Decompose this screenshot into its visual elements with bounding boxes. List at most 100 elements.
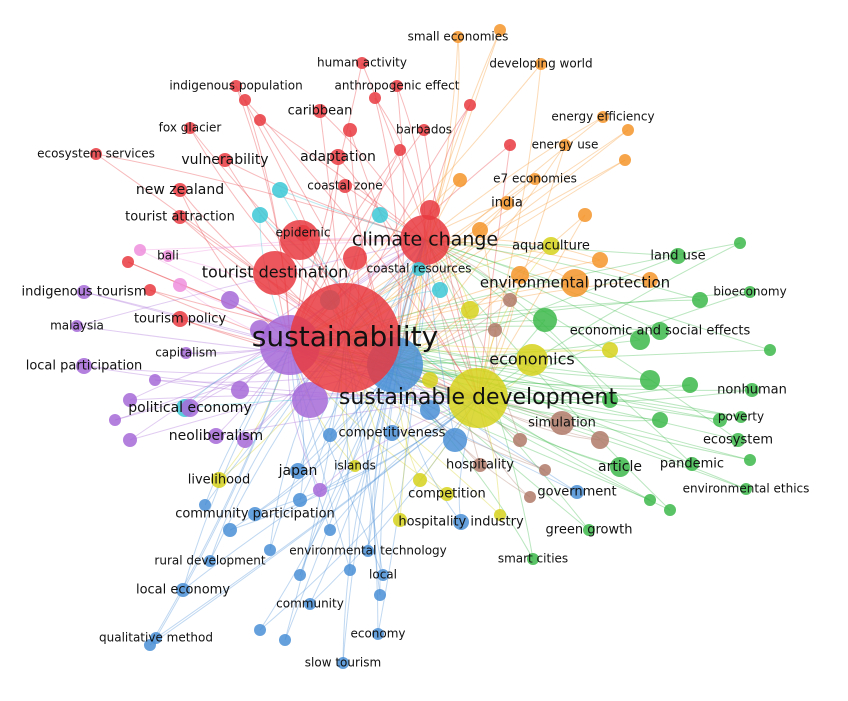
node	[90, 148, 102, 160]
node-label: tourist attraction	[125, 210, 235, 225]
node-label: land use	[650, 249, 705, 264]
node	[122, 256, 134, 268]
node	[324, 524, 336, 536]
node	[734, 237, 746, 249]
node	[472, 222, 488, 238]
node-label: india	[491, 196, 523, 211]
node-label: community participation	[175, 507, 335, 522]
node	[384, 425, 400, 441]
node	[640, 370, 660, 390]
node-label: energy efficiency	[551, 110, 654, 124]
node-label: neoliberalism	[169, 428, 263, 444]
node	[745, 383, 759, 397]
node-label: indigenous population	[169, 79, 302, 93]
link	[139, 239, 426, 251]
node-label: anthropogenic effect	[335, 79, 460, 93]
node	[670, 248, 686, 264]
link	[244, 99, 479, 399]
node	[237, 432, 253, 448]
node	[184, 122, 196, 134]
node-label: local participation	[26, 359, 143, 374]
link	[477, 242, 741, 399]
node	[344, 564, 356, 576]
node	[610, 457, 630, 477]
node	[199, 499, 211, 511]
node	[239, 94, 251, 106]
link	[373, 364, 396, 596]
node	[539, 464, 551, 476]
node-label: fox glacier	[159, 121, 222, 135]
link	[394, 255, 679, 366]
node-label: economy	[350, 627, 405, 641]
node-label: malaysia	[50, 319, 104, 333]
link	[83, 365, 479, 399]
link	[394, 364, 739, 441]
node-label: new zealand	[136, 182, 224, 198]
link	[477, 144, 511, 399]
node	[602, 392, 618, 408]
node	[452, 31, 464, 43]
node-label: caribbean	[288, 104, 353, 119]
node	[682, 377, 698, 393]
node	[597, 111, 609, 123]
node	[740, 483, 752, 495]
link	[424, 239, 651, 281]
link	[235, 85, 291, 346]
node	[391, 80, 403, 92]
node-label: economics	[489, 350, 575, 369]
node	[134, 244, 146, 256]
link	[477, 63, 542, 399]
node	[500, 196, 514, 210]
node	[250, 320, 270, 340]
node-label: adaptation	[300, 149, 376, 165]
node-label: small economies	[408, 30, 509, 44]
node	[453, 173, 467, 187]
node-label: tourism policy	[134, 312, 226, 327]
node-label: rural development	[154, 554, 265, 568]
node-label: local	[369, 568, 397, 582]
node-label: poverty	[718, 410, 764, 424]
node	[592, 252, 608, 268]
node-label: smart cities	[498, 552, 568, 566]
node	[494, 24, 506, 36]
node	[369, 92, 381, 104]
node	[542, 237, 560, 255]
node	[109, 414, 121, 426]
node	[443, 428, 467, 452]
link	[424, 239, 611, 401]
node	[744, 454, 756, 466]
link	[182, 344, 291, 591]
node	[432, 282, 448, 298]
node-label: ecosystem	[703, 433, 773, 448]
link	[477, 291, 751, 399]
node-label: tourist destination	[202, 263, 349, 282]
node	[413, 473, 427, 487]
link	[367, 239, 426, 552]
node-label: qualitative method	[99, 631, 213, 645]
link	[424, 239, 771, 351]
node	[652, 412, 668, 428]
node	[76, 358, 92, 374]
node	[651, 322, 669, 340]
node	[293, 493, 307, 507]
node-label: energy use	[532, 138, 599, 152]
node	[440, 487, 454, 501]
link	[299, 239, 426, 576]
node	[290, 463, 306, 479]
node	[692, 292, 708, 308]
link	[342, 239, 426, 664]
link	[424, 239, 739, 441]
link	[342, 364, 396, 664]
node-label: developing world	[489, 57, 592, 71]
node	[464, 99, 476, 111]
node	[362, 545, 374, 557]
node	[527, 553, 539, 565]
node	[181, 399, 199, 417]
link	[289, 344, 351, 571]
node	[504, 139, 516, 151]
node	[570, 485, 584, 499]
node	[123, 433, 137, 447]
node	[295, 225, 311, 241]
node	[248, 507, 262, 521]
link	[423, 129, 479, 399]
